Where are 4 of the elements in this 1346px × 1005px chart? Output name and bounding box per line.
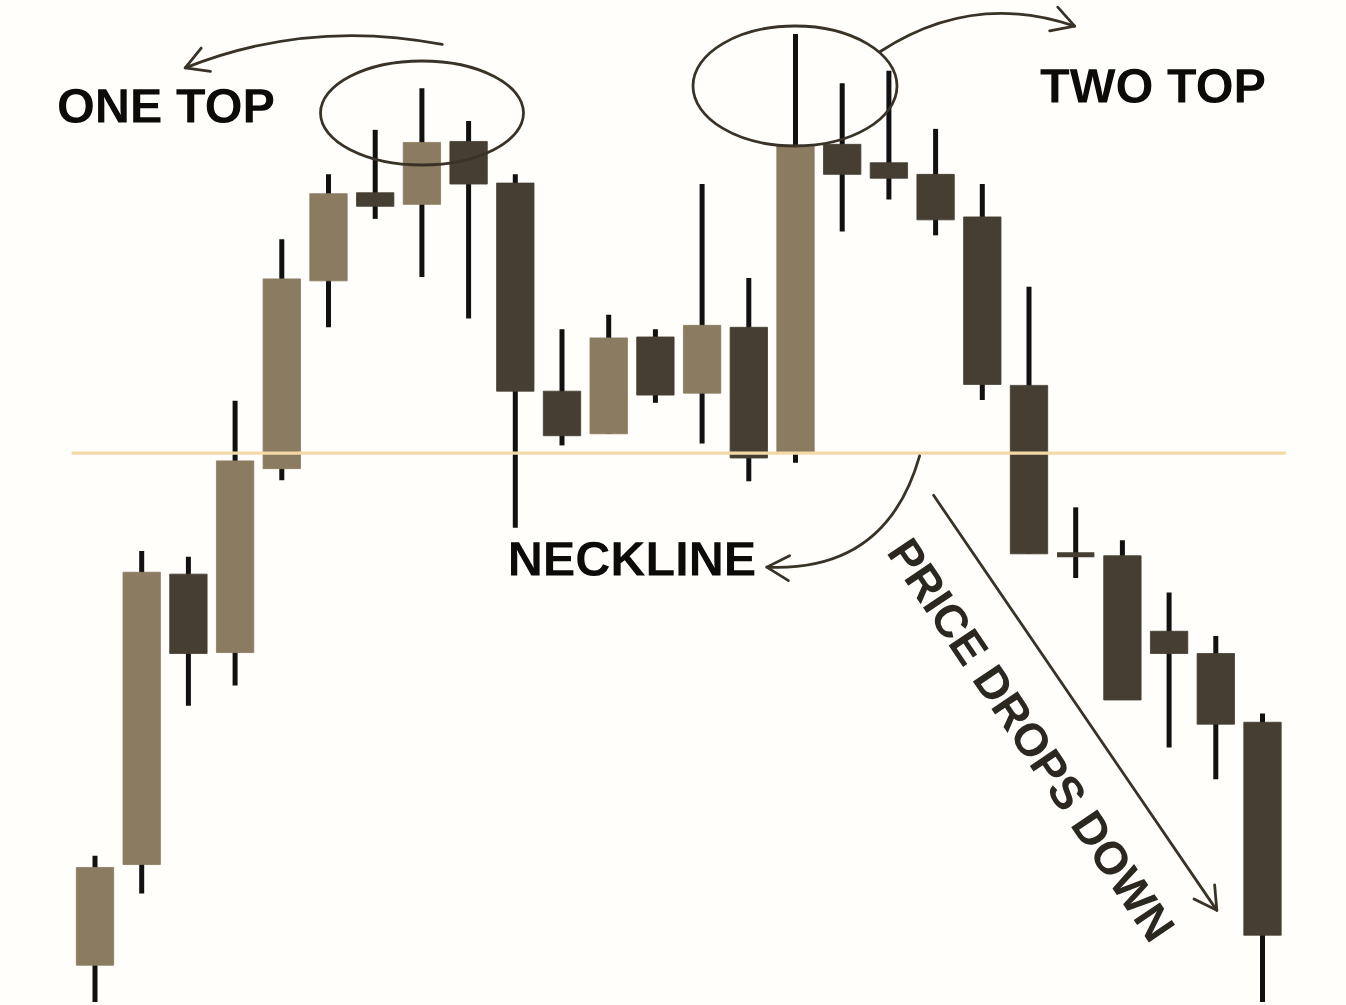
annotation: TWO TOP (1040, 68, 1265, 104)
annotation: ONE TOP (59, 88, 274, 124)
ref-line-label: NECKLINE (511, 541, 755, 577)
candlestick (1150, 592, 1189, 748)
